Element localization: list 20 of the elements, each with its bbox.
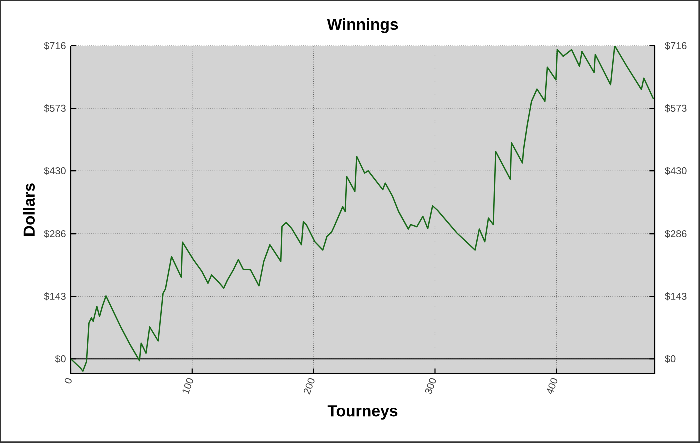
x-tick-label: 200	[304, 378, 315, 395]
y2-tick-label: $716	[665, 42, 687, 50]
y-tick-label: $0	[55, 355, 66, 364]
chart-title: Winnings	[327, 18, 398, 34]
y-axis-title: Dollars	[23, 184, 36, 236]
y2-tick-label: $143	[665, 292, 687, 301]
y2-tick-label: $286	[665, 230, 687, 238]
x-tick-label: 400	[547, 378, 558, 394]
y-tick-label: $430	[44, 167, 66, 176]
x-tick-label: 300	[425, 378, 436, 394]
y-tick-label: $143	[44, 292, 66, 301]
y2-tick-label: $573	[665, 104, 687, 113]
y2-tick-label: $0	[665, 355, 676, 364]
x-tick-label: 100	[182, 378, 194, 394]
y-tick-label: $573	[44, 104, 66, 113]
x-axis-title: Tourneys	[328, 406, 398, 420]
y-tick-label: $716	[44, 42, 66, 50]
x-tick-label: 0	[64, 378, 72, 384]
y2-tick-label: $430	[665, 167, 687, 176]
y-tick-label: $286	[44, 230, 66, 238]
